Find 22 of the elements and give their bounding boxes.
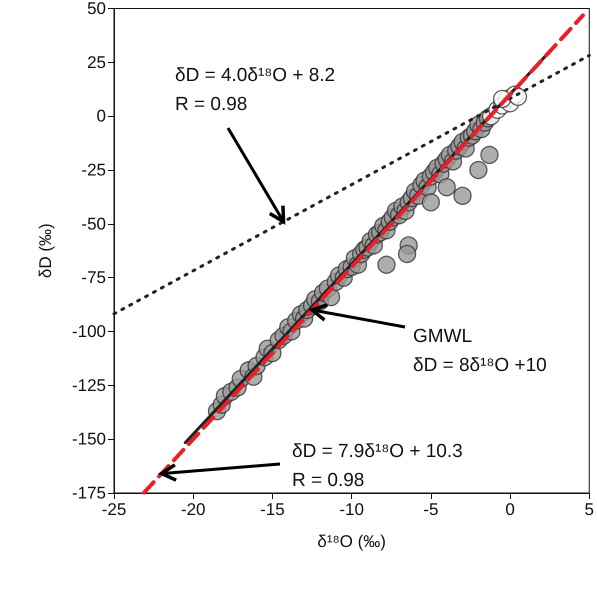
y-axis-title: δD (‰): [36, 223, 55, 278]
y-tick-label: -100: [72, 322, 106, 341]
x-axis-title: δ¹⁸O (‰): [317, 532, 386, 551]
x-tick-label: -15: [260, 500, 285, 519]
x-tick-label: -20: [180, 500, 206, 519]
annotation: δD = 4.0δ¹⁸O + 8.2 R = 0.98: [175, 65, 336, 115]
y-tick-label: 25: [87, 52, 106, 72]
x-tick-label: 5: [584, 500, 594, 519]
annotation: GMWL δD = 8δ¹⁸O +10: [413, 326, 547, 376]
x-tick-label: -10: [339, 500, 364, 519]
y-tick-label: -125: [72, 376, 106, 395]
x-tick-label: -25: [102, 500, 126, 519]
y-tick-label: -175: [72, 484, 106, 502]
x-tick-label: 0: [505, 500, 515, 519]
y-tick-label: 0: [96, 106, 106, 126]
y-tick-label: 50: [87, 0, 106, 18]
annotation: δD = 7.9δ¹⁸O + 10.3 R = 0.98: [292, 441, 463, 491]
y-tick-label: -25: [81, 160, 106, 180]
y-tick-label: -75: [81, 268, 106, 288]
x-tick-label: -5: [423, 500, 438, 519]
y-tick-label: -150: [72, 430, 106, 449]
y-tick-label: -50: [81, 214, 106, 234]
